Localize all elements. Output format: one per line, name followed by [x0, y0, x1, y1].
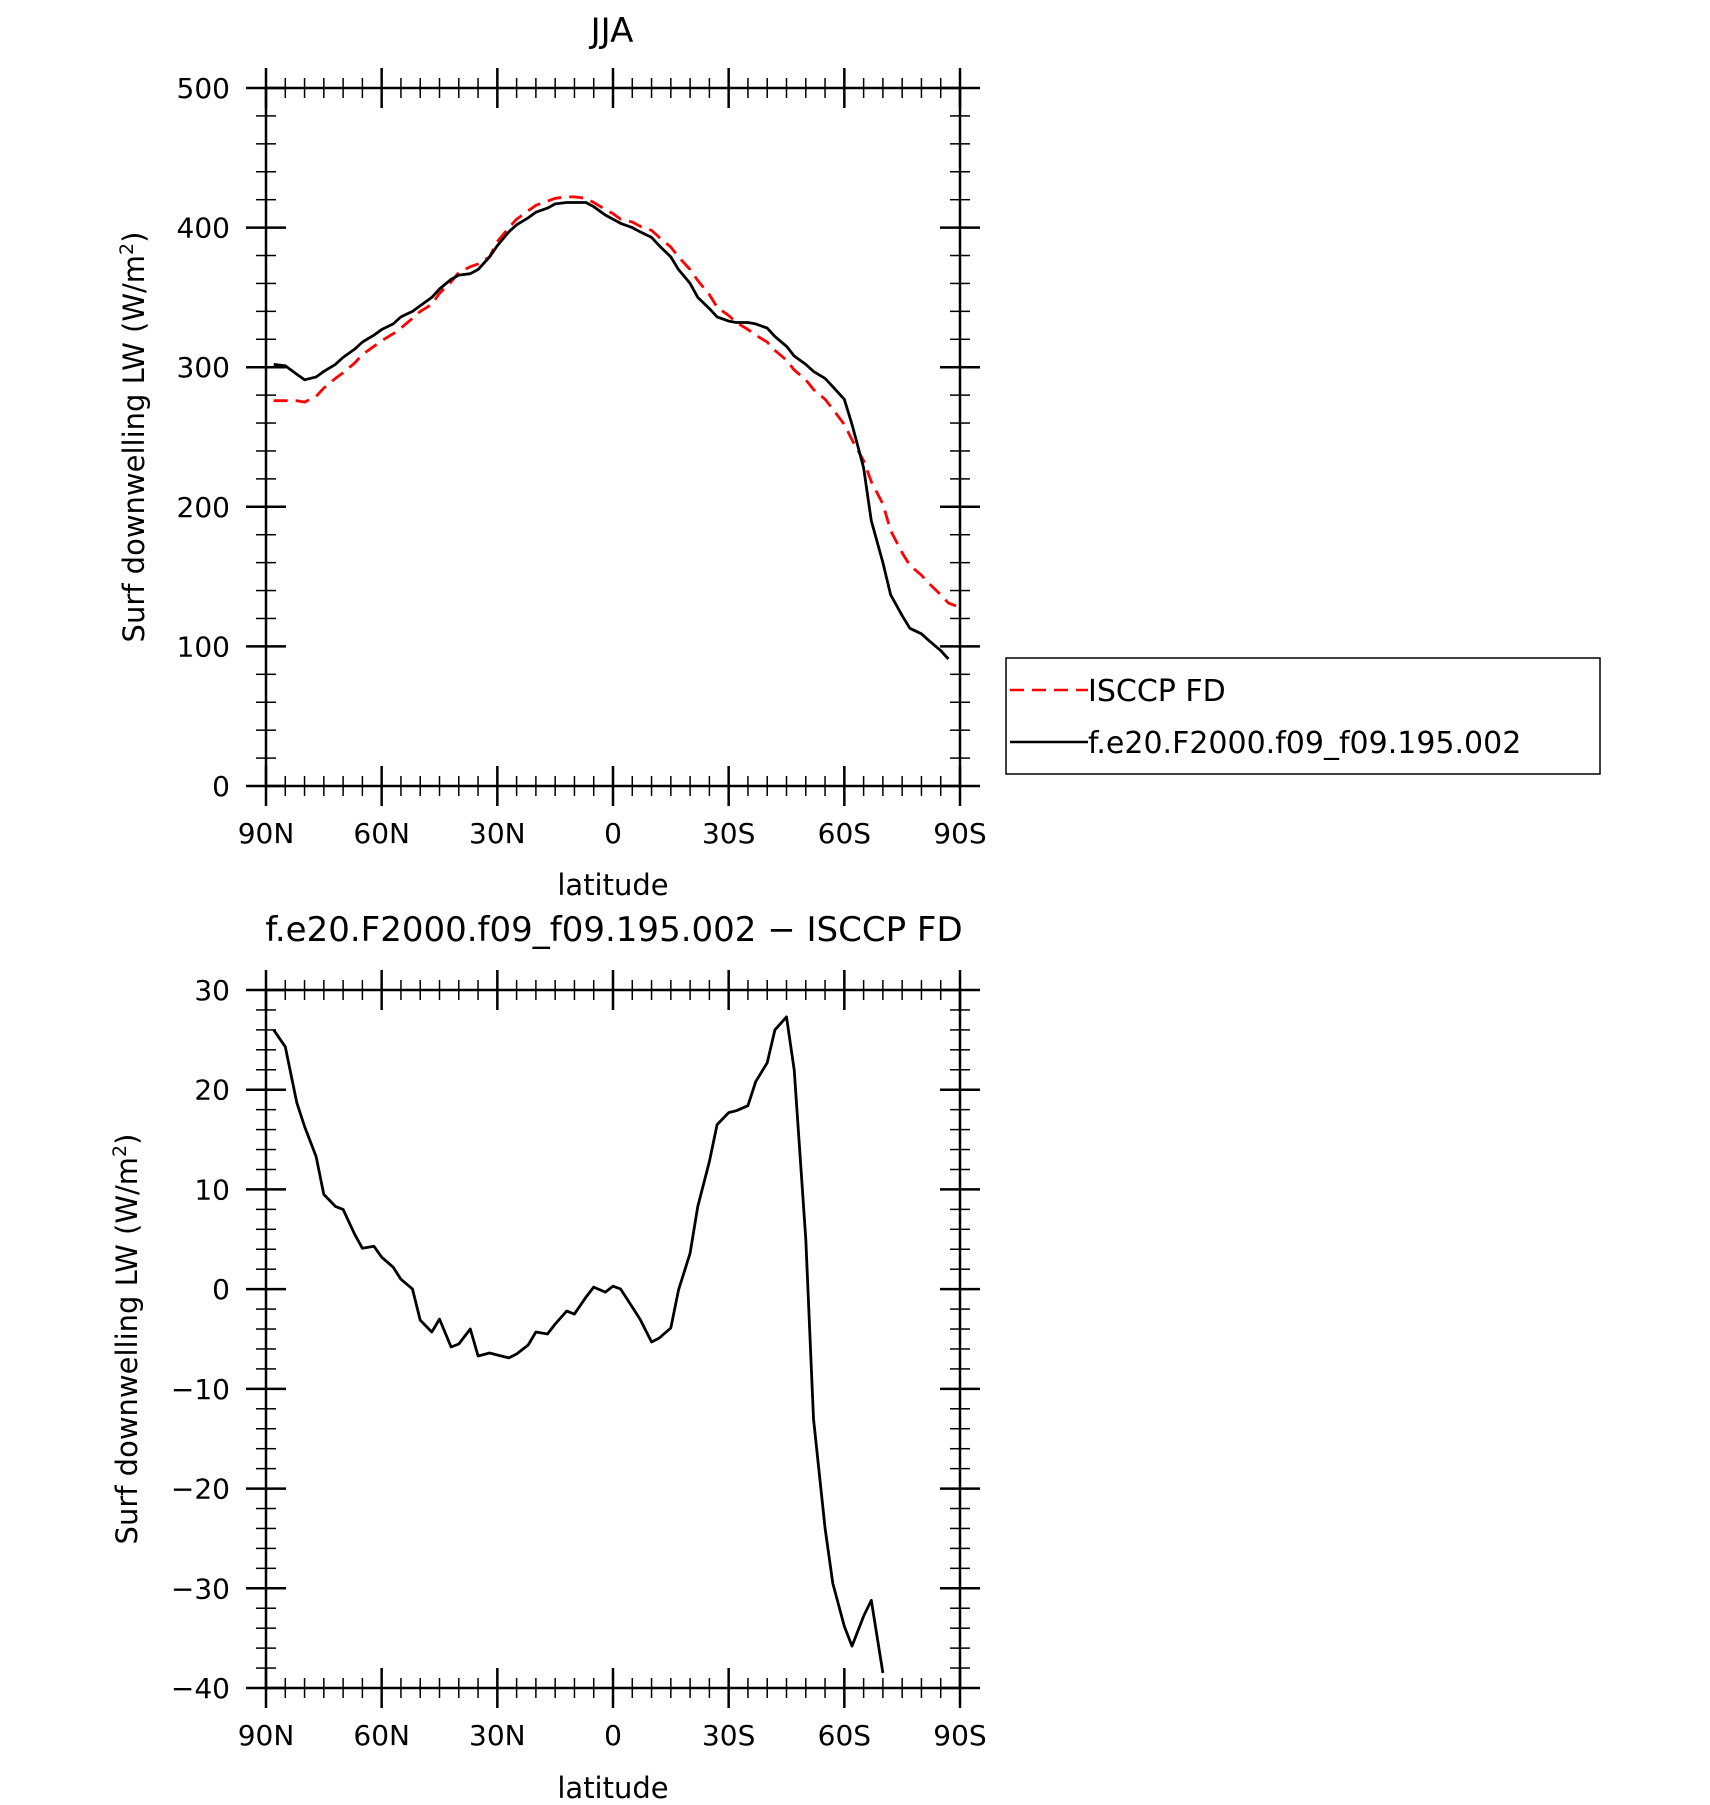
legend: ISCCP FD f.e20.F2000.f09_f09.195.002 [1005, 657, 1601, 775]
bottom-plot-frame [264, 988, 962, 1690]
top-panel: JJA 90N 60N 30N 0 30S 60S 90S 0 100 200 300 400 500… [116, 11, 1601, 902]
bottom-x-tick-label: 60S [818, 1719, 871, 1752]
bottom-y-tick-label: 10 [194, 1173, 230, 1206]
bottom-y-tick-labels: 30 20 10 0 −10 −20 −30 −40 [171, 974, 230, 1705]
top-x-axis-label: latitude [557, 868, 668, 902]
top-series-line-0 [273, 195, 957, 608]
top-series-line-1 [273, 201, 950, 660]
top-y-tick-label: 300 [177, 351, 230, 384]
top-y-tick-labels: 0 100 200 300 400 500 [177, 72, 230, 803]
top-y-axis-label-sup: 2 [116, 243, 138, 255]
legend-label-model: f.e20.F2000.f09_f09.195.002 [1088, 726, 1521, 761]
top-x-tick-labels: 90N 60N 30N 0 30S 60S 90S [238, 817, 987, 850]
bottom-y-tick-label: −30 [171, 1572, 230, 1605]
bottom-x-tick-label: 30S [702, 1719, 755, 1752]
top-ticks [246, 68, 980, 806]
top-series-group [273, 195, 957, 660]
top-x-tick-label: 30N [469, 817, 526, 850]
top-x-tick-label: 60S [818, 817, 871, 850]
top-y-axis-label: Surf downwelling LW (W/m2) [116, 232, 151, 643]
bottom-series-line-0 [272, 1015, 885, 1674]
bottom-y-axis-label: Surf downwelling LW (W/m2) [109, 1134, 144, 1545]
top-x-tick-label: 90S [933, 817, 986, 850]
top-y-axis-label-close: ) [117, 232, 151, 243]
bottom-chart-title: f.e20.F2000.f09_f09.195.002 − ISCCP FD [265, 910, 962, 950]
legend-label-isccp: ISCCP FD [1088, 674, 1226, 709]
top-y-axis-label-main: Surf downwelling LW (W/m [117, 255, 151, 643]
top-chart-title: JJA [589, 11, 634, 51]
top-x-tick-label: 60N [353, 817, 410, 850]
bottom-x-tick-label: 90N [238, 1719, 295, 1752]
top-y-tick-label: 100 [177, 630, 230, 663]
bottom-ticks [246, 970, 980, 1708]
bottom-panel: f.e20.F2000.f09_f09.195.002 − ISCCP FD 9… [109, 910, 987, 1805]
legend-box [1005, 657, 1601, 775]
bottom-y-tick-label: −10 [171, 1373, 230, 1406]
top-y-tick-label: 200 [177, 491, 230, 524]
top-y-tick-label: 500 [177, 72, 230, 105]
bottom-y-tick-label: −40 [171, 1672, 230, 1705]
bottom-y-axis-label-close: ) [110, 1134, 144, 1145]
bottom-x-tick-label: 30N [469, 1719, 526, 1752]
bottom-x-tick-labels: 90N 60N 30N 0 30S 60S 90S [238, 1719, 987, 1752]
top-x-tick-label: 90N [238, 817, 295, 850]
bottom-y-tick-label: 20 [194, 1074, 230, 1107]
bottom-y-tick-label: −20 [171, 1473, 230, 1506]
top-x-tick-label: 30S [702, 817, 755, 850]
top-y-tick-label: 0 [212, 770, 230, 803]
bottom-x-axis-label: latitude [557, 1771, 668, 1805]
top-y-tick-label: 400 [177, 212, 230, 245]
top-x-tick-label: 0 [604, 817, 622, 850]
bottom-y-tick-label: 30 [194, 974, 230, 1007]
bottom-y-axis-label-sup: 2 [109, 1145, 131, 1157]
bottom-y-tick-label: 0 [212, 1273, 230, 1306]
bottom-y-axis-label-main: Surf downwelling LW (W/m [110, 1157, 144, 1545]
bottom-x-tick-label: 90S [933, 1719, 986, 1752]
bottom-series-group [272, 1015, 885, 1674]
bottom-x-tick-label: 0 [604, 1719, 622, 1752]
bottom-x-tick-label: 60N [353, 1719, 410, 1752]
